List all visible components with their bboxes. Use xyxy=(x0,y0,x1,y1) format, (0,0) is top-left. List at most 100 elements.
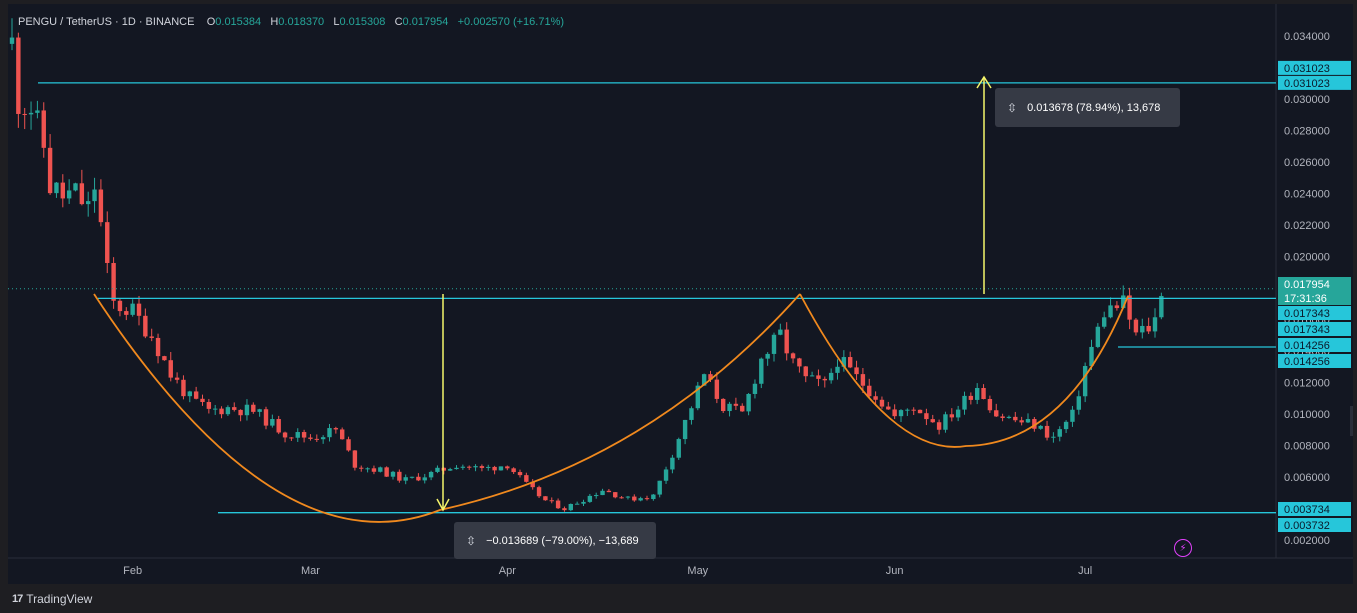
badge-bottom-b: 0.003732 xyxy=(1284,520,1330,532)
chart-area[interactable]: 0.0020000.0040000.0060000.0080000.010000… xyxy=(8,4,1353,584)
candle-body xyxy=(505,466,510,469)
candle-body xyxy=(428,471,434,478)
candle-body xyxy=(86,201,91,205)
candle-body xyxy=(200,398,205,403)
candle-body xyxy=(784,329,789,354)
candle-body xyxy=(930,419,935,423)
x-tick-label: Mar xyxy=(301,565,320,577)
candle-body xyxy=(327,428,332,438)
candle-body xyxy=(238,409,243,416)
measure-arrowhead-up xyxy=(976,75,992,89)
y-tick-label: 0.024000 xyxy=(1284,189,1330,201)
candle-body xyxy=(168,360,173,378)
candle-body xyxy=(682,419,688,440)
candle-body xyxy=(416,476,421,481)
candle-body xyxy=(390,471,396,477)
candle-body xyxy=(803,366,808,377)
candle-body xyxy=(778,329,783,335)
x-tick-label: Jun xyxy=(886,565,904,577)
candle-body xyxy=(917,409,923,414)
y-tick-label: 0.028000 xyxy=(1284,126,1330,138)
candle-body xyxy=(549,500,554,502)
candle-body xyxy=(378,467,383,472)
measure-arrowhead-down xyxy=(436,498,450,512)
candle-body xyxy=(511,468,516,473)
tradingview-footer[interactable]: 17 TradingView xyxy=(12,592,92,606)
candle-body xyxy=(606,490,612,493)
candle-body xyxy=(530,481,535,488)
candle-body xyxy=(771,334,777,354)
handle-curve xyxy=(799,293,1129,448)
price-chart-svg[interactable]: 0.0020000.0040000.0060000.0080000.010000… xyxy=(8,4,1353,584)
high-key: H xyxy=(270,16,279,28)
badge-top-b: 0.031023 xyxy=(1284,78,1330,90)
candle-body xyxy=(1127,295,1132,320)
candle-body xyxy=(816,375,821,379)
candle-body xyxy=(1095,326,1101,347)
candle-body xyxy=(721,398,726,412)
candle-body xyxy=(409,476,415,478)
open-key: O xyxy=(206,16,216,28)
candle-body xyxy=(911,409,916,411)
y-tick-label: 0.022000 xyxy=(1284,220,1330,232)
candle-body xyxy=(733,403,739,406)
candle-body xyxy=(352,450,358,468)
candle-body xyxy=(797,358,802,367)
candle-body xyxy=(136,303,142,316)
candle-body xyxy=(936,422,942,430)
candle-body xyxy=(447,469,453,471)
measure-label-down[interactable]: ⇳ −0.013689 (−79.00%), −13,689 xyxy=(454,522,656,559)
candle-body xyxy=(1146,325,1151,332)
candle-body xyxy=(962,395,967,410)
candle-body xyxy=(66,190,72,199)
candle-body xyxy=(435,467,440,472)
badge-neck-b: 0.017343 xyxy=(1284,324,1330,336)
candle-body xyxy=(117,300,123,312)
change-value: +0.002570 (+16.71%) xyxy=(457,16,565,28)
y-tick-label: 0.012000 xyxy=(1284,378,1330,390)
badge-current-price-bg xyxy=(1278,277,1351,291)
candle-body xyxy=(251,404,256,412)
candle-body xyxy=(987,399,993,411)
x-tick-label: Jul xyxy=(1078,565,1092,577)
side-scrollbar[interactable] xyxy=(1350,406,1353,436)
candle-body xyxy=(981,387,986,400)
candle-body xyxy=(1013,416,1018,421)
candle-body xyxy=(498,466,504,471)
candle-body xyxy=(594,495,599,497)
candle-body xyxy=(879,399,885,407)
candle-body xyxy=(35,110,40,113)
candle-body xyxy=(555,500,561,509)
candle-body xyxy=(232,407,237,410)
candle-body xyxy=(130,303,135,315)
candle-body xyxy=(371,468,377,472)
candle-body xyxy=(1044,425,1050,438)
candle-body xyxy=(181,379,186,397)
candle-body xyxy=(955,409,961,418)
candle-body xyxy=(1057,429,1062,437)
candle-body xyxy=(708,374,713,380)
candle-body xyxy=(244,404,250,416)
candle-body xyxy=(467,466,472,468)
candle-body xyxy=(644,498,650,500)
candle-body xyxy=(701,374,707,386)
candle-body xyxy=(60,182,65,199)
lightning-icon[interactable]: ⚡ xyxy=(1174,539,1192,557)
candle-body xyxy=(1051,436,1056,438)
candle-body xyxy=(663,469,669,481)
candle-body xyxy=(854,367,859,375)
candle-body xyxy=(600,490,605,496)
candle-body xyxy=(714,379,720,399)
candle-body xyxy=(320,437,326,440)
candle-body xyxy=(625,496,631,498)
symbol-title[interactable]: PENGU / TetherUS · 1D · BINANCE xyxy=(18,16,195,28)
candle-body xyxy=(689,408,694,420)
candle-body xyxy=(949,414,954,418)
candle-body xyxy=(155,337,161,357)
candle-body xyxy=(670,457,675,470)
badge-neck-a-bg xyxy=(1278,306,1351,320)
tradingview-brand: TradingView xyxy=(26,592,93,606)
measure-icon: ⇳ xyxy=(1007,100,1018,115)
candle-body xyxy=(257,409,262,412)
measure-label-up[interactable]: ⇳ 0.013678 (78.94%), 13,678 xyxy=(995,88,1180,127)
